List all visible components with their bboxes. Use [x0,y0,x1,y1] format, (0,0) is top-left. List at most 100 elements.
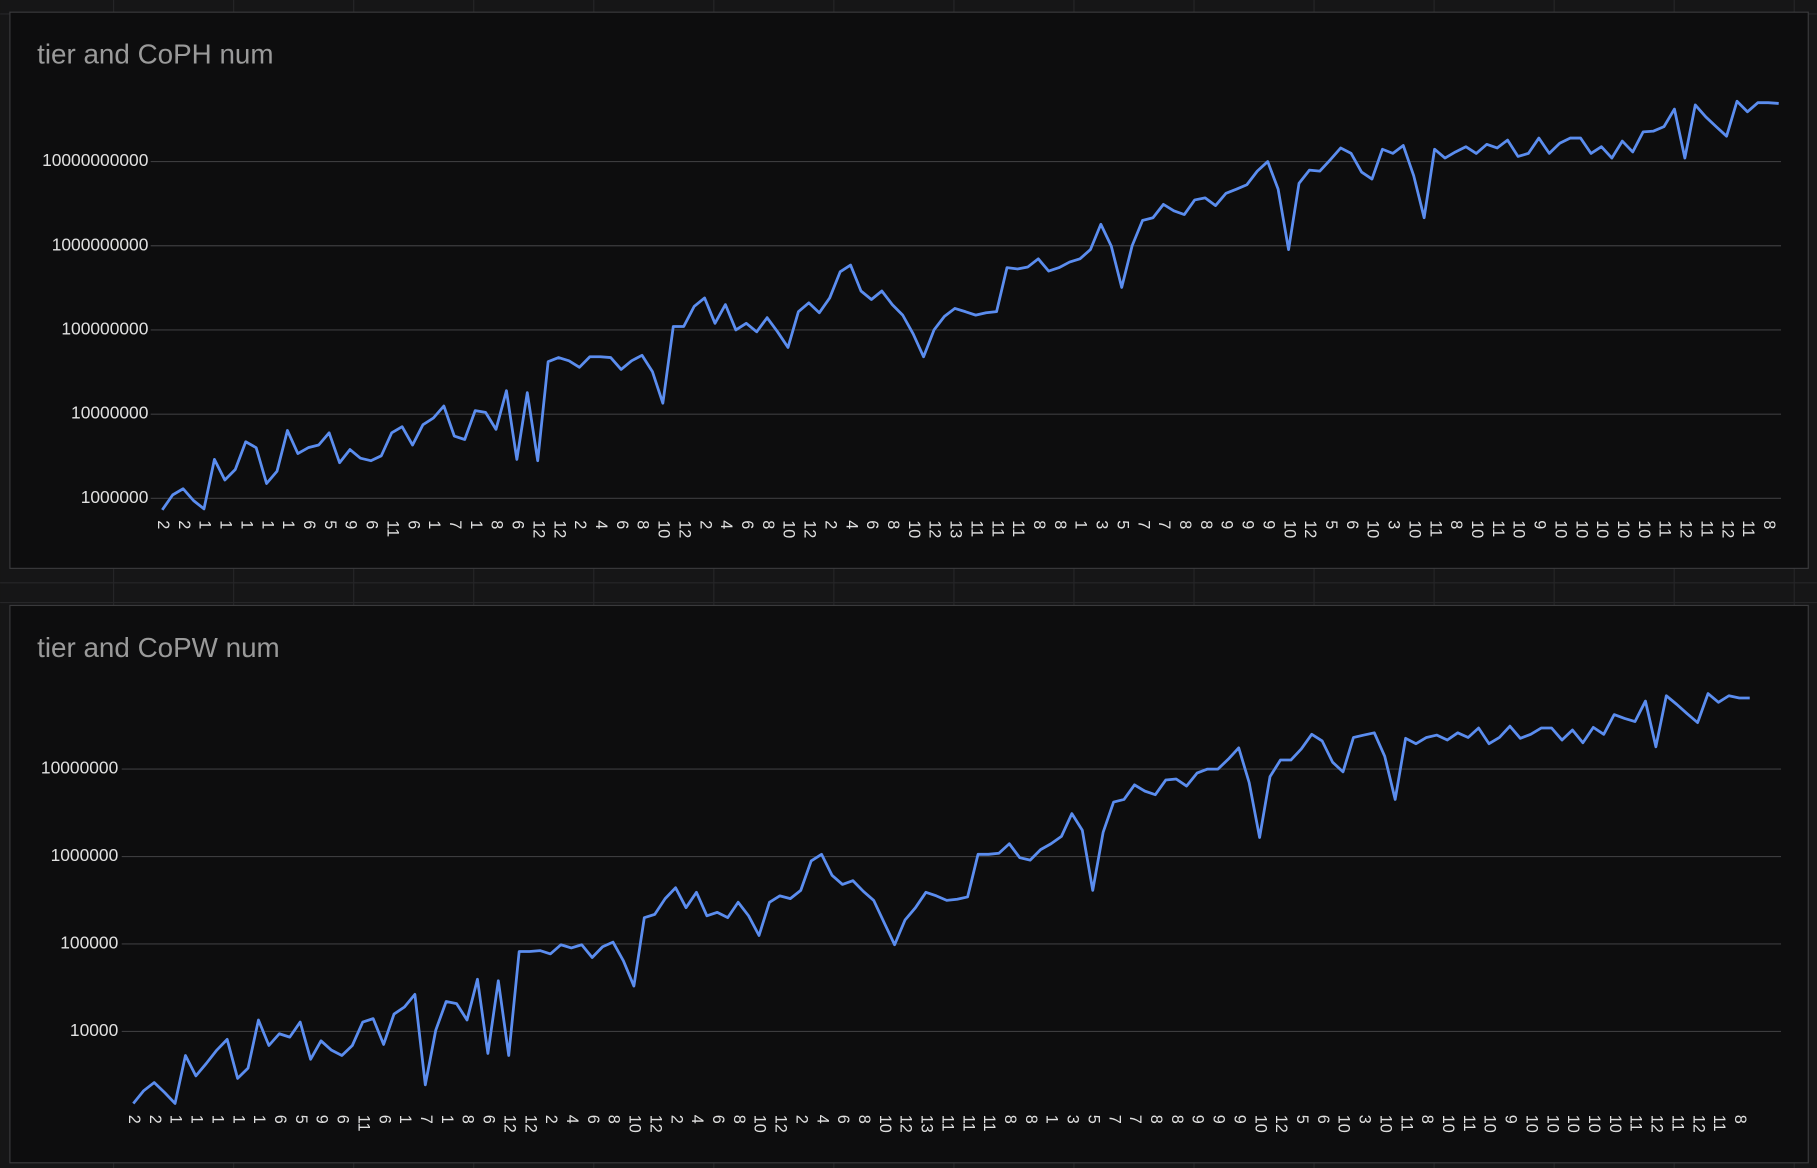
x-tick-label: 6 [709,1115,727,1124]
data-line [161,99,1779,511]
panel [9,11,1809,569]
x-tick-label: 10 [1251,1115,1269,1133]
x-tick-label: 6 [613,520,631,529]
x-tick-label: 12 [772,1115,790,1133]
x-tick-label: 10 [905,520,923,538]
x-tick-label: 4 [717,520,735,529]
x-tick-label: 1 [1043,1115,1061,1124]
y-tick-label: 10000 [70,1020,118,1040]
x-tick-label: 2 [125,1115,143,1124]
x-tick-label: 10 [1572,520,1590,538]
x-tick-label: 5 [1113,520,1131,529]
x-tick-label: 9 [1218,520,1236,529]
x-tick-label: 11 [1668,1115,1686,1132]
x-tick-label: 8 [605,1115,623,1124]
x-tick-label: 10 [1335,1115,1353,1133]
x-tick-label: 10 [780,520,798,538]
x-tick-label: 11 [1009,520,1027,537]
x-tick-label: 8 [1147,1115,1165,1124]
x-tick-label: 8 [1168,1115,1186,1124]
x-tick-label: 10 [1585,1115,1603,1133]
x-tick-label: 8 [1176,520,1194,529]
x-tick-label: 8 [1418,1115,1436,1124]
x-tick-label: 10 [1364,520,1382,538]
x-tick-label: 10 [655,520,673,538]
x-tick-label: 11 [1397,1115,1415,1132]
x-tick-label: 11 [1656,520,1674,537]
x-tick-label: 6 [375,1115,393,1124]
x-tick-label: 8 [1022,1115,1040,1124]
x-tick-label: 2 [542,1115,560,1124]
x-tick-label: 6 [363,520,381,529]
y-tick-label: 100000000 [61,319,148,339]
y-tick-label: 10000000 [41,758,118,778]
x-tick-label: 10 [751,1115,769,1133]
x-tick-label: 11 [1739,520,1757,537]
x-tick-label: 11 [1426,520,1444,537]
x-tick-label: 3 [1093,520,1111,529]
y-tick-label: 1000000 [81,487,149,507]
x-tick-label: 1 [237,520,255,529]
x-tick-label: 11 [967,520,985,537]
x-tick-label: 8 [884,520,902,529]
x-tick-label: 5 [292,1115,310,1124]
x-tick-label: 1 [258,520,276,529]
y-tick-label: 100000 [60,933,118,953]
x-tick-label: 10 [1593,520,1611,538]
x-tick-label: 11 [1460,1115,1478,1132]
x-tick-label: 2 [792,1115,810,1124]
x-tick-label: 10 [1551,520,1569,538]
x-tick-label: 6 [480,1115,498,1124]
y-tick-label: 10000000 [71,403,148,423]
x-tick-label: 1 [188,1115,206,1124]
x-tick-label: 11 [959,1115,977,1132]
x-tick-label: 1 [438,1115,456,1124]
x-tick-label: 2 [146,1115,164,1124]
x-tick-label: 10 [1543,1115,1561,1133]
x-tick-label: 1 [279,520,297,529]
x-tick-label: 12 [1648,1115,1666,1133]
x-tick-label: 12 [1301,520,1319,538]
x-tick-label: 9 [1189,1115,1207,1124]
x-tick-label: 6 [863,520,881,529]
x-tick-label: 12 [1689,1115,1707,1133]
x-tick-label: 12 [801,520,819,538]
x-tick-label: 1 [167,1115,185,1124]
x-tick-label: 1 [1072,520,1090,529]
x-tick-label: 10 [1564,1115,1582,1133]
x-tick-label: 10 [1635,520,1653,538]
x-tick-label: 9 [1531,520,1549,529]
x-tick-label: 2 [667,1115,685,1124]
x-tick-label: 12 [646,1115,664,1133]
x-tick-label: 5 [1322,520,1340,529]
x-tick-label: 11 [938,1115,956,1132]
x-tick-label: 1 [396,1115,414,1124]
chart: 1000000 10000000 100000000 1000000000 100000… [42,99,1782,538]
x-tick-label: 6 [334,1115,352,1124]
x-tick-label: 5 [321,520,339,529]
x-tick-label: 12 [1272,1115,1290,1133]
x-tick-label: 8 [488,520,506,529]
x-tick-label: 12 [1677,520,1695,538]
x-tick-label: 6 [1343,520,1361,529]
x-tick-label: 6 [834,1115,852,1124]
x-tick-label: 5 [1293,1115,1311,1124]
y-tick-label: 1000000000 [52,234,149,254]
chart-title: tier and CoPW num [37,632,280,663]
x-tick-label: 2 [571,520,589,529]
x-tick-label: 8 [634,520,652,529]
x-tick-label: 4 [688,1115,706,1124]
x-tick-label: 10 [1522,1115,1540,1133]
x-tick-label: 12 [1718,520,1736,538]
x-tick-label: 1 [217,520,235,529]
x-tick-label: 9 [342,520,360,529]
x-tick-label: 8 [1731,1115,1749,1124]
x-tick-label: 1 [196,520,214,529]
x-tick-label: 10 [1280,520,1298,538]
x-tick-label: 10 [1606,1115,1624,1133]
chart-title: tier and CoPH num [37,39,273,70]
x-tick-label: 10 [1510,520,1528,538]
x-tick-label: 8 [1001,1115,1019,1124]
x-tick-label: 7 [1105,1115,1123,1124]
